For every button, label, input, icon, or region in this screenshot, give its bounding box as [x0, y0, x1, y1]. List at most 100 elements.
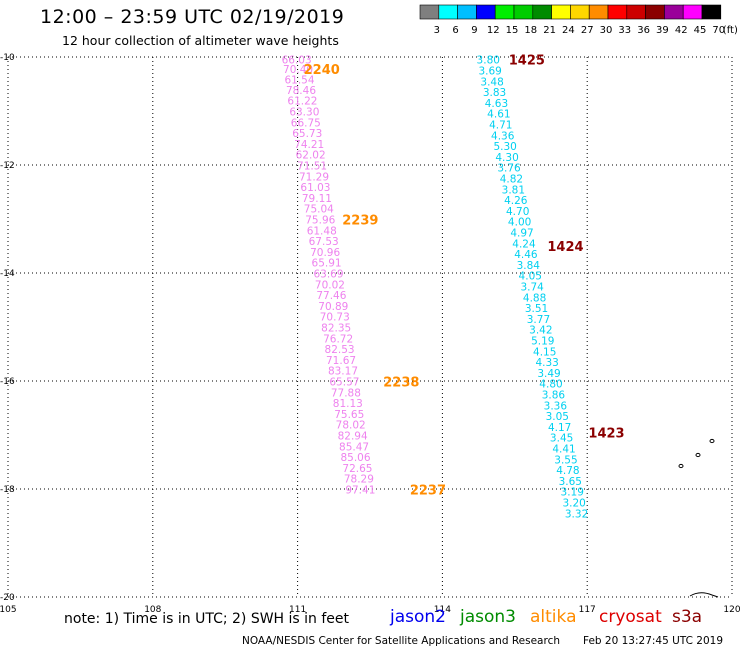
- swh-value-label: 66.03: [282, 55, 312, 67]
- swh-value-label: 4.00: [508, 217, 531, 229]
- color-scale-label: 6: [452, 25, 458, 36]
- color-scale-label: 18: [524, 25, 537, 36]
- color-scale-label: 42: [675, 25, 688, 36]
- swh-value-label: 75.96: [305, 215, 335, 227]
- swh-value-label: 3.36: [544, 400, 568, 412]
- swh-value-label: 61.48: [307, 225, 337, 237]
- swh-value-label: 3.19: [561, 487, 584, 499]
- footer-credit: NOAA/NESDIS Center for Satellite Applica…: [242, 635, 560, 647]
- lat-tick-label: -12: [0, 161, 15, 171]
- swh-value-label: 3.51: [525, 303, 548, 315]
- footer-timestamp: Feb 20 13:27:45 UTC 2019: [583, 635, 723, 647]
- swh-value-label: 70.89: [318, 301, 348, 313]
- color-scale-label: 70: [712, 25, 725, 36]
- swh-value-label: 79.11: [302, 193, 332, 205]
- lat-tick-label: -10: [0, 53, 15, 63]
- swh-value-label: 4.30: [495, 152, 518, 164]
- swh-value-label: 65.73: [292, 128, 322, 140]
- swh-value-label: 4.63: [485, 98, 508, 110]
- swh-value-label: 3.69: [478, 66, 501, 78]
- color-scale-label: 12: [487, 25, 500, 36]
- swh-value-label: 4.70: [506, 206, 529, 218]
- satellite-s3a: s3a: [672, 607, 703, 627]
- lon-tick-label: 108: [144, 605, 161, 615]
- island-outline: [695, 452, 701, 458]
- swh-value-label: 4.97: [510, 228, 533, 240]
- swh-value-label: 70.96: [310, 247, 340, 259]
- swh-value-label: 3.74: [520, 282, 544, 294]
- swh-value-label: 3.84: [517, 260, 541, 272]
- swh-value-label: 71.51: [297, 161, 327, 173]
- swh-value-label: 4.24: [512, 238, 536, 250]
- island-outline: [709, 438, 715, 444]
- lat-tick-label: -20: [0, 593, 15, 603]
- legend-note: note: 1) Time is in UTC; 2) SWH is in fe…: [64, 611, 350, 627]
- pass-time-label: 2240: [304, 63, 340, 78]
- swh-value-label: 61.03: [300, 182, 330, 194]
- lat-tick-label: -14: [0, 269, 15, 279]
- swh-value-label: 76.72: [323, 333, 353, 345]
- swh-value-label: 3.20: [562, 498, 585, 510]
- color-scale-label: 27: [581, 25, 594, 36]
- swh-value-label: 62.02: [296, 150, 326, 162]
- color-scale-label: 3: [434, 25, 440, 36]
- swh-value-label: 4.33: [535, 357, 558, 369]
- swh-value-label: 4.78: [556, 465, 579, 477]
- color-swatch: [701, 4, 722, 20]
- lat-tick-label: -16: [0, 377, 15, 387]
- lon-tick-label: 117: [579, 605, 596, 615]
- swh-value-label: 3.45: [550, 433, 573, 445]
- color-scale-legend: 3 6 9 12 15 18 21 24 27 30 33 36 39 42 45 70(ft): [419, 4, 738, 36]
- chart-title: 12:00 – 23:59 UTC 02/19/2019: [40, 6, 345, 28]
- swh-value-label: 3.76: [497, 163, 521, 175]
- satellite-jason3: jason3: [460, 607, 516, 627]
- swh-value-label: 65.57: [329, 377, 359, 389]
- swh-value-label: 3.32: [565, 508, 588, 520]
- lat-tick-label: -18: [0, 485, 15, 495]
- color-scale-label: 9: [471, 25, 477, 36]
- track-s3a: 3.803.693.483.834.634.614.714.365.304.30…: [477, 54, 625, 521]
- track-altika: 66.0370.4061.5478.4661.2263.3066.7565.73…: [282, 55, 446, 499]
- swh-value-label: 3.81: [502, 184, 525, 196]
- swh-value-label: 66.75: [291, 117, 321, 129]
- swh-value-label: 3.48: [480, 76, 503, 88]
- swh-value-label: 83.17: [328, 366, 358, 378]
- satellite-cryosat: cryosat: [599, 607, 662, 627]
- swh-value-label: 3.05: [546, 411, 569, 423]
- lon-tick-label: 120: [723, 605, 740, 615]
- pass-time-label: 2239: [342, 214, 378, 229]
- swh-value-label: 81.13: [333, 398, 363, 410]
- satellite-jason2: jason2: [390, 607, 446, 627]
- swh-value-label: 82.35: [321, 323, 351, 335]
- pass-time-label: 1423: [588, 426, 624, 441]
- swh-value-label: 61.22: [287, 96, 317, 108]
- swh-value-label: 5.30: [493, 141, 516, 153]
- pass-time-label: 2237: [410, 484, 446, 499]
- satellite-altika: altika: [530, 607, 577, 627]
- swh-value-label: 74.21: [294, 139, 324, 151]
- swh-value-label: 4.82: [500, 174, 523, 186]
- swh-value-label: 77.88: [331, 387, 361, 399]
- swh-value-label: 4.26: [504, 195, 528, 207]
- swh-value-label: 97.41: [345, 485, 375, 497]
- swh-value-label: 77.46: [316, 290, 346, 302]
- swh-value-label: 70.02: [315, 279, 345, 291]
- swh-value-label: 3.83: [483, 87, 506, 99]
- swh-value-label: 71.29: [299, 171, 329, 183]
- swh-value-label: 70.40: [283, 64, 313, 76]
- coastline-outline: [689, 592, 719, 598]
- wave-height-map: 105 108 111 114 117 120 -10 -12 -14 -16 -18 -20 66.0…: [0, 53, 740, 615]
- swh-value-label: 63.69: [313, 269, 343, 281]
- chart-subtitle: 12 hour collection of altimeter wave hei…: [62, 33, 339, 48]
- swh-value-label: 85.47: [339, 441, 369, 453]
- swh-value-label: 3.42: [529, 325, 552, 337]
- swh-value-label: 3.86: [542, 390, 566, 402]
- color-scale-label: 30: [600, 25, 613, 36]
- swh-value-label: 4.61: [487, 109, 510, 121]
- swh-value-label: 4.05: [519, 271, 542, 283]
- swh-value-label: 78.29: [344, 474, 374, 486]
- swh-value-label: 3.49: [537, 368, 560, 380]
- swh-value-label: 78.02: [336, 420, 366, 432]
- swh-value-label: 4.41: [552, 444, 575, 456]
- swh-value-label: 72.65: [342, 463, 372, 475]
